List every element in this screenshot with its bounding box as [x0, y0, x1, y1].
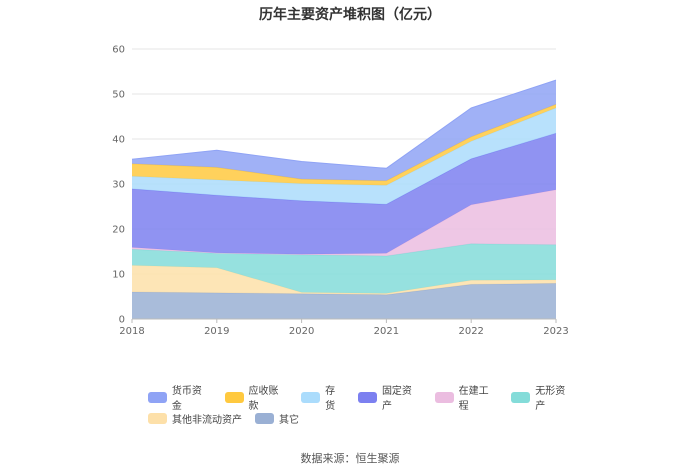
legend-swatch: [301, 391, 321, 403]
area-series-5: [132, 107, 556, 205]
y-tick-label: 20: [112, 225, 125, 236]
legend-item[interactable]: 其他非流动资产: [148, 411, 242, 426]
x-tick-label: 2020: [289, 326, 314, 337]
legend-label: 其他非流动资产: [172, 414, 242, 426]
area-series-edge-7: [131, 79, 557, 169]
legend-item[interactable]: 货币资金: [148, 382, 212, 412]
legend-row: 其他非流动资产 其它: [148, 409, 588, 427]
legend-label: 应收账款: [248, 386, 279, 412]
x-tick-label: 2022: [458, 326, 483, 337]
y-tick-label: 50: [112, 90, 125, 101]
chart-legend: 货币资金 应收账款 存货 固定资产 在建工程 无形资产其他非流动资产 其它: [148, 386, 588, 430]
x-tick-label: 2021: [374, 326, 399, 337]
area-series-2: [132, 243, 556, 294]
area-series-0: [132, 283, 556, 319]
legend-swatch: [434, 391, 454, 403]
legend-item[interactable]: 无形资产: [511, 382, 575, 412]
legend-swatch: [224, 391, 244, 403]
x-tick-label: 2019: [204, 326, 229, 337]
area-series-7: [132, 80, 556, 181]
legend-label: 固定资产: [381, 386, 412, 412]
legend-item[interactable]: 应收账款: [224, 382, 289, 412]
y-tick-label: 60: [112, 45, 125, 56]
legend-item[interactable]: 固定资产: [358, 382, 422, 412]
legend-label: 存货: [325, 386, 336, 412]
x-tick-label: 2023: [543, 326, 568, 337]
legend-item[interactable]: 在建工程: [434, 382, 499, 412]
chart-title: 历年主要资产堆积图（亿元）: [259, 7, 441, 23]
legend-swatch: [255, 412, 274, 424]
y-tick-label: 40: [112, 135, 125, 146]
legend-label: 其它: [279, 414, 299, 426]
area-series-3: [132, 189, 556, 256]
legend-swatch: [148, 412, 167, 424]
area-series-6: [132, 104, 556, 186]
stacked-area-chart: 0 10 20 30 40 50 60 2018 2019 2020 2021 2022 2023: [112, 45, 568, 338]
legend-label: 无形资产: [535, 386, 566, 412]
area-series-1: [132, 265, 556, 295]
legend-item[interactable]: 存货: [301, 382, 345, 412]
legend-item[interactable]: 其它: [255, 411, 299, 426]
legend-label: 货币资金: [171, 386, 202, 412]
y-tick-label: 0: [119, 315, 125, 326]
x-tick-label: 2018: [119, 326, 144, 337]
data-source: 数据来源：恒生聚源: [300, 452, 400, 465]
y-tick-label: 30: [112, 180, 125, 191]
area-series-4: [132, 133, 556, 255]
legend-swatch: [358, 391, 377, 403]
legend-swatch: [148, 391, 167, 403]
legend-row: 货币资金 应收账款 存货 固定资产 在建工程 无形资产: [148, 386, 588, 412]
y-tick-label: 10: [112, 270, 125, 281]
legend-label: 在建工程: [458, 386, 489, 412]
legend-swatch: [511, 391, 531, 403]
